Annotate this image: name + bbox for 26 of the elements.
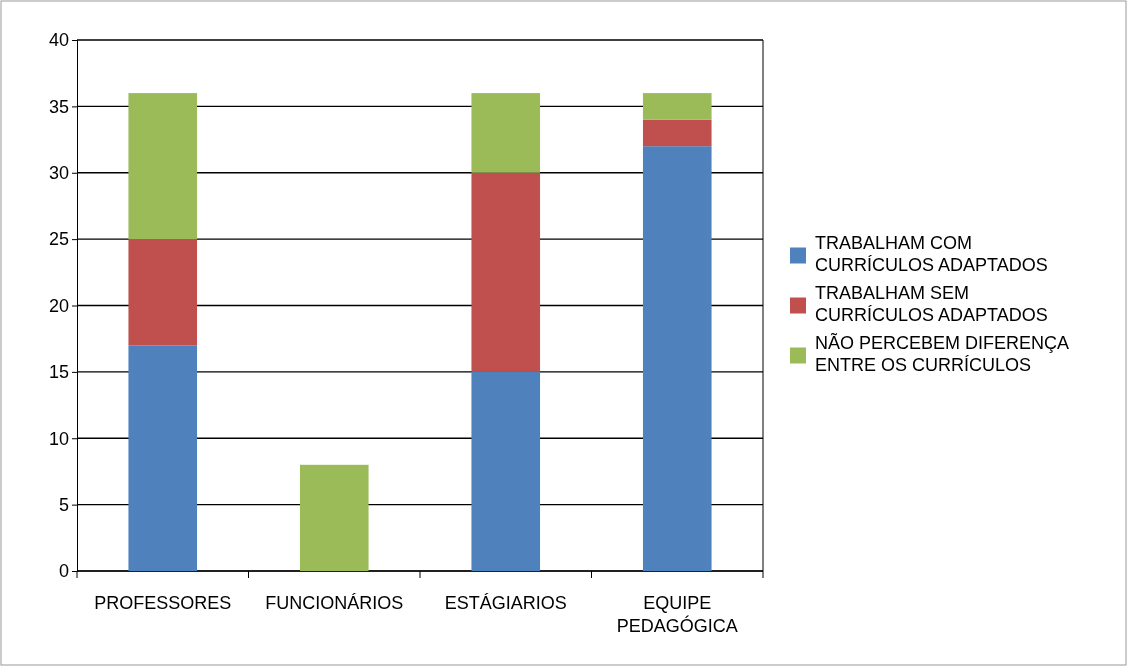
x-tick-label: PROFESSORES: [94, 593, 232, 613]
y-tick-label: 35: [48, 96, 69, 117]
y-tick-label: 20: [48, 295, 69, 316]
x-tick-label: FUNCIONÁRIOS: [265, 593, 404, 613]
legend-label: TRABALHAM SEM CURRÍCULOS ADAPTADOS: [815, 282, 1048, 325]
bar: [471, 371, 541, 571]
x-tick-label: EQUIPE PEDAGÓGICA: [616, 593, 738, 637]
bar: [471, 172, 541, 372]
y-tick-label: 5: [58, 494, 69, 515]
y-tick-label: 15: [48, 362, 69, 383]
bar: [128, 239, 198, 346]
bar: [642, 146, 712, 571]
legend-label: TRABALHAM COM CURRÍCULOS ADAPTADOS: [815, 232, 1048, 275]
y-tick-label: 40: [48, 30, 69, 51]
legend-label: NÃO PERCEBEM DIFERENÇA ENTRE OS CURRÍCULOS: [815, 331, 1070, 375]
x-tick-label: ESTÁGIARIOS: [444, 593, 567, 613]
bar: [471, 93, 541, 173]
y-tick-label: 10: [48, 428, 69, 449]
bar: [642, 93, 712, 120]
y-tick-label: 0: [58, 561, 69, 582]
y-tick-label: 30: [48, 163, 69, 184]
bar: [642, 119, 712, 147]
bar: [128, 345, 198, 571]
bar: [299, 464, 369, 571]
y-tick-label: 25: [48, 229, 69, 250]
bar: [128, 93, 198, 240]
